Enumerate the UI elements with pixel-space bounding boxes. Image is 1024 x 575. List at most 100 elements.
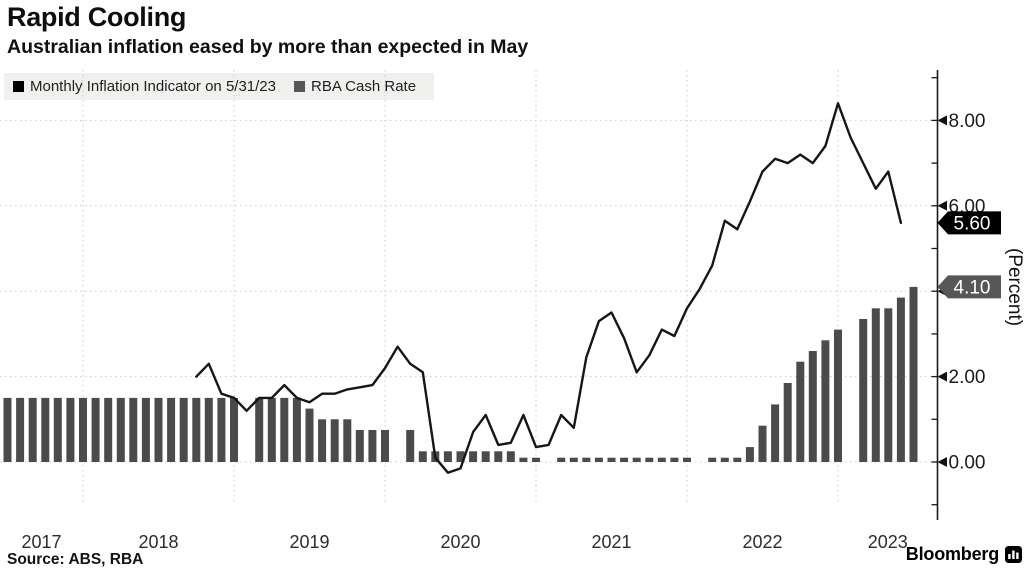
x-axis-year-label: 2023 [868,532,908,552]
x-axis-year-label: 2017 [21,532,61,552]
cash-rate-bar [141,397,150,462]
cash-rate-bar [720,457,729,462]
cash-rate-bar [104,397,113,462]
cash-rate-bar [41,397,50,462]
y-axis-tick-label: 0.00 [949,453,986,474]
cash-rate-bar [230,397,238,462]
x-axis-year-label: 2022 [742,532,782,552]
cash-rate-bar [406,430,415,462]
cash-rate-bar [808,351,817,462]
cash-rate-bar [683,457,691,462]
inflation-line [195,102,903,474]
bloomberg-brand: Bloomberg [906,544,1022,565]
y-axis-tick-arrow [937,200,947,211]
cash-rate-bar [532,457,540,462]
cash-rate-bar [267,397,276,462]
cash-rate-bar [821,340,830,462]
cash-rate-bar [620,457,629,462]
cash-rate-bar [418,451,427,462]
cash-rate-bar [343,419,352,462]
cash-rate-bar [217,397,226,462]
chart-legend: Monthly Inflation Indicator on 5/31/23 R… [4,73,434,100]
cash-rate-bar [318,419,327,462]
cash-rate-bar [3,397,12,462]
cash-rate-bar [381,430,389,462]
legend-swatch-cash-rate-icon [294,81,305,92]
callout-5-60-tag [937,211,1001,235]
legend-swatch-inflation-icon [13,81,24,92]
cash-rate-bar [733,457,742,462]
callout-5-60-label: 5.60 [954,213,991,234]
cash-rate-bar [280,397,289,462]
callout-4-10-tag [937,275,1001,299]
cash-rate-bar [129,397,138,462]
cash-rate-bar [519,457,528,462]
cash-rate-bars [3,286,918,462]
cash-rate-bar [670,457,679,462]
cash-rate-bar [884,308,893,462]
cash-rate-bar [506,451,515,462]
legend-item-cash-rate: RBA Cash Rate [294,78,416,95]
cash-rate-bar [607,457,616,462]
cash-rate-bar [632,457,641,462]
cash-rate-bar [909,286,918,462]
cash-rate-bar [645,457,654,462]
cash-rate-bar [469,451,478,462]
page-subtitle: Australian inflation eased by more than … [7,36,529,58]
x-axis-year-label: 2018 [138,532,178,552]
cash-rate-bar [657,457,666,462]
cash-rate-bar [292,397,301,462]
x-axis-year-label: 2021 [591,532,631,552]
y-axis-tick-label: 8.00 [949,111,986,132]
cash-rate-bar [771,404,780,462]
cash-rate-bar [859,319,868,462]
cash-rate-bar [154,397,163,462]
callout-4-10-label: 4.10 [954,277,991,298]
cash-rate-bar [355,430,364,462]
cash-rate-bar [255,397,264,462]
cash-rate-bar [557,457,566,462]
legend-label-inflation: Monthly Inflation Indicator on 5/31/23 [30,78,276,95]
cash-rate-bar [66,397,75,462]
cash-rate-bar [569,457,578,462]
cash-rate-bar [494,451,503,462]
y-axis-tick-arrow [937,115,947,126]
cash-rate-bar [116,397,125,462]
cash-rate-bar [53,397,62,462]
cash-rate-bar [896,297,905,462]
page-title: Rapid Cooling [7,2,187,32]
cash-rate-bar [330,419,339,462]
y-axis-title: (Percent) [1004,248,1024,326]
cash-rate-bar [79,397,87,462]
y-axis-tick-arrow [937,457,947,467]
cash-rate-bar [443,451,452,462]
cash-rate-bar [745,447,754,462]
cash-rate-bar [167,397,176,462]
cash-rate-bar [456,451,465,462]
cash-rate-bar [91,397,100,462]
legend-label-cash-rate: RBA Cash Rate [311,78,417,95]
cash-rate-bar [758,425,767,462]
cash-rate-bar [871,308,880,462]
cash-rate-bar [28,397,37,462]
cash-rate-bar [305,408,314,462]
x-axis-year-label: 2019 [289,532,329,552]
cash-rate-bar [796,361,805,462]
cash-rate-bar [368,430,377,462]
bloomberg-wordmark: Bloomberg [905,544,999,564]
cash-rate-bar [594,457,603,462]
legend-item-inflation: Monthly Inflation Indicator on 5/31/23 [13,78,276,95]
cash-rate-bar [16,397,25,462]
x-axis-year-label: 2020 [440,532,480,552]
cash-rate-bar [783,383,792,462]
cash-rate-bar [582,457,591,462]
bloomberg-logo-icon [1005,546,1022,563]
cash-rate-bar [204,397,213,462]
source-text: Source: ABS, RBA [7,551,144,568]
y-axis-tick-arrow [937,371,947,382]
cash-rate-bar [179,397,188,462]
cash-rate-bar [708,457,717,462]
y-axis-tick-label: 2.00 [949,367,986,388]
